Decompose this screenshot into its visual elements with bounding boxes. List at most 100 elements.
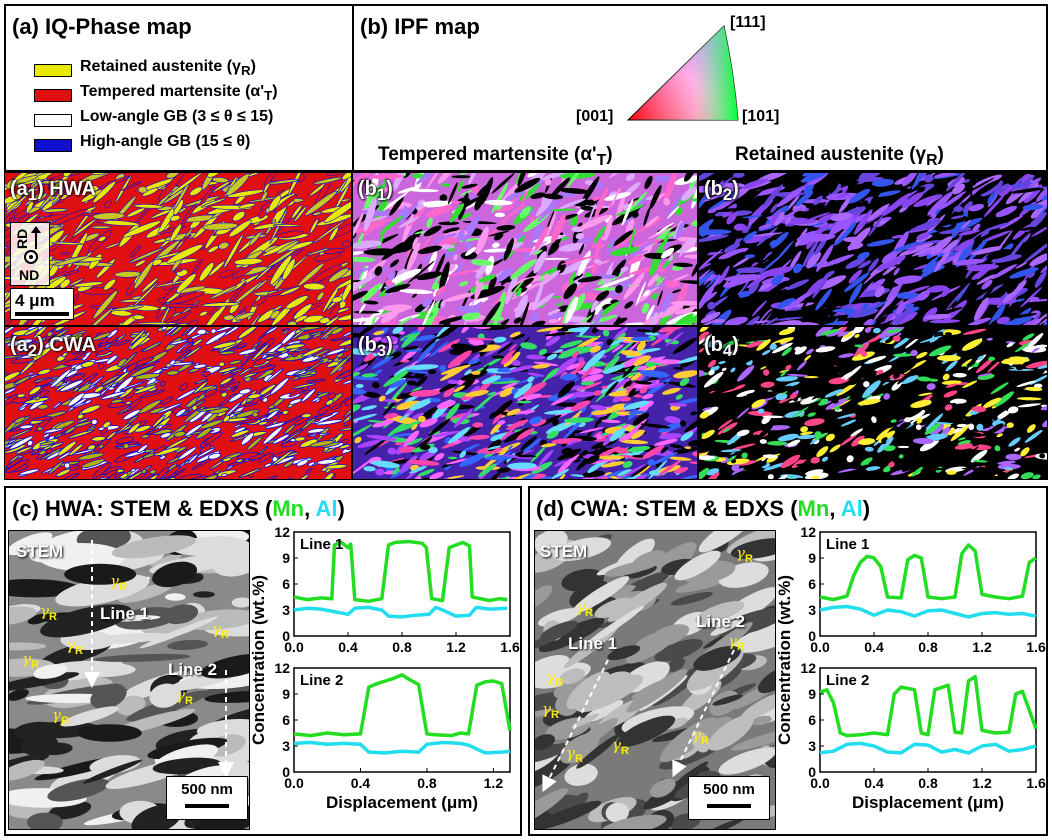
line1-label-c: Line 1: [100, 604, 150, 623]
x-tick-label: 0.4: [338, 639, 358, 655]
x-tick-label: 0.8: [918, 775, 938, 791]
austenite-marker: γR: [736, 544, 753, 565]
legend-swatch: [34, 139, 72, 152]
series-line-al: [819, 604, 1037, 619]
label-b2: (b2): [704, 178, 739, 204]
plot-frame: [293, 531, 511, 637]
y-tick-label: 3: [282, 602, 290, 618]
series-line-mn: [293, 673, 512, 738]
y-tick-label: 9: [282, 550, 290, 566]
panel-a-title: (a) IQ-Phase map: [12, 14, 192, 39]
chart-title: Line 2: [300, 672, 343, 689]
ipf-triangle-key: [626, 25, 739, 121]
label-a1: (a1) HWA: [10, 178, 96, 204]
panel-d-frame: [528, 486, 1048, 836]
scale-bar-line: [15, 312, 69, 316]
label-b4: (b4): [704, 334, 739, 360]
ipf-label-101: [101]: [742, 108, 780, 125]
y-tick-label: 0: [808, 628, 816, 644]
austenite-marker: γR: [542, 700, 559, 721]
x-tick-label: 1.2: [972, 775, 992, 791]
austenite-marker: γR: [728, 632, 745, 653]
x-tick-label: 1.6: [500, 639, 520, 655]
y-tick-label: 3: [808, 602, 816, 618]
austenite-marker: γR: [612, 736, 629, 757]
y-tick-label: 9: [808, 686, 816, 702]
x-tick-label: 1.6: [1026, 775, 1046, 791]
ipf-austenite-hwa: [698, 172, 1048, 326]
panel-c-title: (c) HWA: STEM & EDXS (Mn, Al): [12, 496, 345, 521]
ipf-label-001: [001]: [576, 108, 614, 125]
chart-d-line1: 0 3 6 9 12 0.0 0.4 0.8 1.2 1.6 Line 1: [800, 524, 1046, 655]
legend-label: High-angle GB (15 ≤ θ): [80, 133, 251, 150]
legend-label: Low-angle GB (3 ≤ θ ≤ 15): [80, 108, 274, 125]
ipf-label-111: [111]: [730, 14, 766, 31]
chart-title: Line 2: [826, 672, 869, 689]
series-line-mn: [819, 543, 1037, 602]
x-tick-label: 0.4: [351, 775, 371, 791]
label-b1: (b1): [358, 178, 393, 204]
y-tick-label: 0: [808, 764, 816, 780]
austenite-marker: γR: [110, 572, 127, 593]
chart-c-line1: 0 3 6 9 12 0.0 0.4 0.8 1.2 1.6 Line 1: [274, 524, 520, 655]
x-tick-label: 1.6: [1026, 639, 1046, 655]
label-b3: (b3): [358, 334, 393, 360]
y-axis-label: Concentration (wt.%): [776, 575, 794, 745]
austenite-marker: γR: [22, 650, 39, 671]
scale-bar-c: 500 nm: [166, 776, 248, 820]
y-tick-label: 9: [808, 550, 816, 566]
x-tick-label: 0.4: [864, 775, 884, 791]
plot-frame: [819, 667, 1037, 773]
iq-phase-map-cwa: [4, 326, 352, 480]
y-tick-label: 3: [282, 738, 290, 754]
x-tick-label: 0.8: [392, 639, 412, 655]
austenite-marker: γR: [66, 636, 83, 657]
x-tick-label: 0.8: [918, 639, 938, 655]
nd-dot-icon: [24, 250, 38, 264]
series-line-al: [819, 741, 1037, 755]
austenite-marker: γR: [576, 598, 593, 619]
chart-d-line2: 0 3 6 9 12 0.0 0.4 0.8 1.2 1.6 Line 2 Displacement …: [800, 660, 1046, 812]
legend-label: Retained austenite (γR): [80, 58, 256, 79]
x-tick-label: 1.2: [972, 639, 992, 655]
x-tick-label: 0.0: [810, 639, 830, 655]
series-line-mn: [293, 539, 508, 604]
series-line-al: [293, 740, 511, 755]
x-tick-label: 0.4: [864, 639, 884, 655]
scale-bar-a1: 4 μm: [10, 288, 74, 320]
austenite-marker: γR: [692, 726, 709, 747]
y-tick-label: 12: [274, 660, 290, 676]
austenite-marker: γR: [40, 602, 57, 623]
x-tick-label: 0.0: [284, 639, 304, 655]
ipf-martensite-cwa: [352, 326, 698, 480]
legend-swatch: [34, 64, 72, 77]
chart-title: Line 1: [826, 536, 869, 553]
panel-b-title: (b) IPF map: [360, 14, 480, 39]
y-tick-label: 6: [282, 712, 290, 728]
panel-b-header-frame: [352, 4, 1048, 172]
chart-c-line2: 0 3 6 9 12 0.0 0.4 0.8 1.2 Line 2 Displacement (μm…: [274, 660, 512, 812]
ipf-austenite-cwa: [698, 326, 1048, 480]
y-tick-label: 12: [800, 524, 816, 540]
y-tick-label: 6: [808, 576, 816, 592]
panel-d-title: (d) CWA: STEM & EDXS (Mn, Al): [536, 496, 871, 521]
chart-title: Line 1: [300, 536, 343, 553]
austenite-marker: γR: [52, 706, 69, 727]
column-title-martensite: Tempered martensite (α'T): [378, 144, 613, 169]
scale-bar-d: 500 nm: [688, 776, 770, 820]
x-tick-label: 1.2: [446, 639, 466, 655]
y-tick-label: 9: [282, 686, 290, 702]
column-title-austenite: Retained austenite (γR): [735, 144, 944, 169]
austenite-marker: γR: [566, 744, 583, 765]
x-tick-label: 0.8: [417, 775, 437, 791]
line1-label-d: Line 1: [568, 634, 618, 653]
y-tick-label: 0: [282, 628, 290, 644]
stem-label-c: STEM: [16, 542, 64, 561]
line2-label-c: Line 2: [168, 660, 218, 679]
x-tick-label: 0.0: [810, 775, 830, 791]
series-line-al: [293, 605, 508, 619]
y-axis-label: Concentration (wt.%): [250, 575, 268, 745]
austenite-marker: γR: [176, 686, 193, 707]
